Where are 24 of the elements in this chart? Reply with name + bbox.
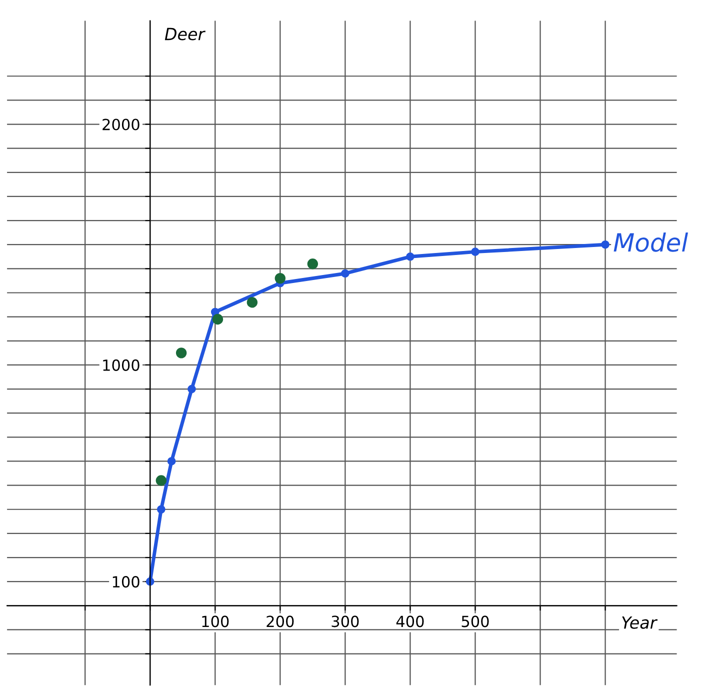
y-tick-label: 100 [112, 576, 140, 588]
point [212, 314, 224, 325]
point [188, 384, 196, 394]
y-tick-label: 2000 [102, 118, 140, 130]
point [156, 475, 167, 486]
point [176, 348, 187, 358]
x-tick-label: 500 [462, 616, 489, 628]
x-tick-label: 200 [266, 616, 294, 628]
point [307, 258, 318, 270]
y-tick-label: 1000 [103, 359, 140, 371]
point [341, 269, 350, 278]
x-tick-label: 100 [202, 616, 229, 628]
point [406, 252, 414, 261]
point [471, 248, 480, 256]
point [167, 457, 176, 466]
x-tick-label: 400 [396, 616, 424, 628]
series-label: Model [614, 232, 688, 252]
point [246, 297, 258, 308]
y-axis-title: Deer [164, 28, 206, 40]
point [274, 272, 286, 284]
x-axis-title: Year [622, 616, 658, 629]
point [156, 505, 166, 514]
x-tick-label: 300 [332, 616, 359, 628]
point [601, 240, 610, 249]
